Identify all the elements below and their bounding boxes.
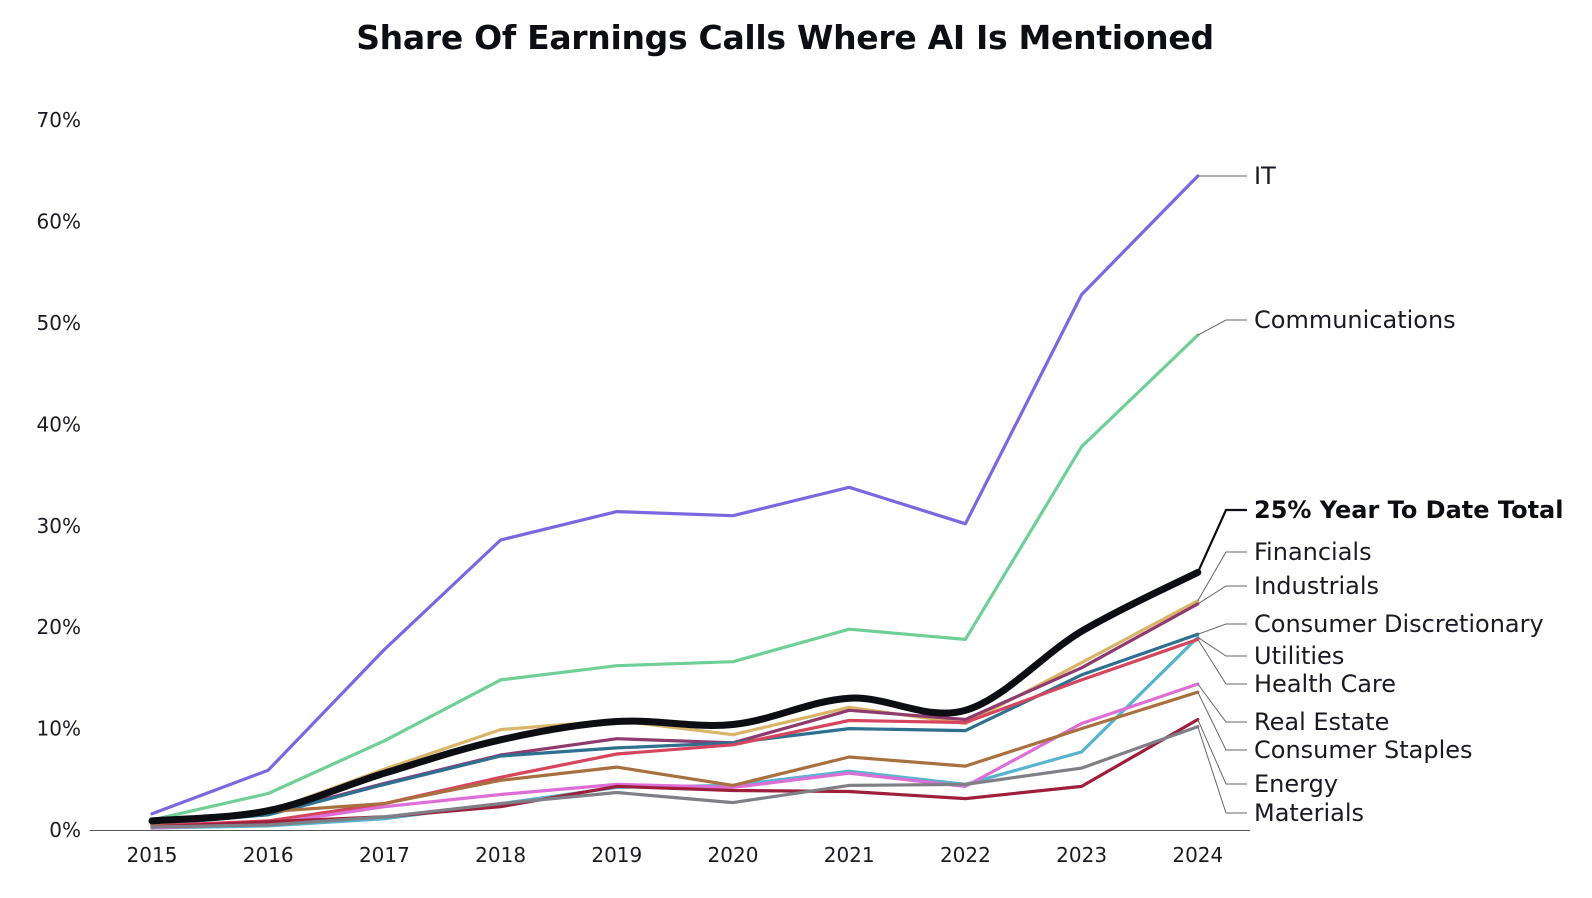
series-label-consumer-discretionary: Consumer Discretionary [1254, 610, 1544, 638]
series-label-materials: Materials [1254, 799, 1364, 827]
leader-line-communications [1197, 319, 1247, 336]
x-tick-label: 2024 [1172, 843, 1223, 867]
leader-line-health-care [1197, 639, 1247, 685]
series-label-energy: Energy [1254, 770, 1338, 798]
leader-line-utilities [1197, 636, 1247, 657]
x-tick-label: 2015 [127, 843, 178, 867]
series-labels: IT Communications Financials Industrials Con… [1254, 162, 1563, 827]
chart-title: Share Of Earnings Calls Where AI Is Ment… [356, 18, 1214, 57]
leader-line-industrials [1197, 585, 1247, 605]
y-tick-label: 0% [49, 818, 81, 842]
series-label-industrials: Industrials [1254, 572, 1379, 600]
series-label-health-care: Health Care [1254, 670, 1396, 698]
leader-line-energy [1197, 719, 1247, 785]
leader-line-consumer-staples [1197, 691, 1247, 751]
series-line-it [150, 174, 1200, 816]
y-tick-label: 30% [37, 514, 81, 538]
y-tick-label: 20% [37, 615, 81, 639]
leader-line-real-estate [1197, 683, 1247, 723]
x-tick-label: 2020 [708, 843, 759, 867]
series-line-health-care [150, 637, 1200, 828]
label-leaders [1196, 175, 1247, 814]
leader-line-25pct-year-to-date-total [1196, 508, 1247, 573]
series-line-materials [150, 724, 1200, 829]
y-tick-label: 60% [37, 210, 81, 234]
leader-line-consumer-discretionary [1197, 623, 1247, 635]
series-line-communications [150, 333, 1200, 822]
series-label-real-estate: Real Estate [1254, 708, 1389, 736]
series-line-real-estate [150, 682, 1200, 830]
series-label-utilities: Utilities [1254, 642, 1344, 670]
x-tick-label: 2019 [591, 843, 642, 867]
leader-line-materials [1197, 726, 1247, 814]
series-lines [148, 174, 1202, 830]
series-label-financials: Financials [1254, 538, 1372, 566]
x-axis: 2015 2016 2017 2018 2019 2020 2021 2022 2023 2024 [127, 843, 1224, 867]
leader-line-financials [1197, 551, 1247, 602]
y-tick-label: 40% [37, 412, 81, 436]
series-line-total [148, 568, 1202, 825]
x-tick-label: 2022 [940, 843, 991, 867]
series-label-it: IT [1254, 162, 1276, 190]
series-label-25pct-year-to-date-total: 25% Year To Date Total [1254, 496, 1563, 524]
x-tick-label: 2017 [359, 843, 410, 867]
series-label-communications: Communications [1254, 306, 1456, 334]
x-tick-label: 2023 [1056, 843, 1107, 867]
x-tick-label: 2016 [243, 843, 294, 867]
series-label-consumer-staples: Consumer Staples [1254, 736, 1473, 764]
series-line-consumer-staples [150, 690, 1200, 826]
y-tick-label: 50% [37, 311, 81, 335]
y-tick-label: 10% [37, 717, 81, 741]
x-tick-label: 2021 [824, 843, 875, 867]
x-tick-label: 2018 [475, 843, 526, 867]
y-tick-label: 70% [37, 108, 81, 132]
y-axis: 0% 10% 20% 30% 40% 50% 60% 70% [37, 108, 81, 842]
